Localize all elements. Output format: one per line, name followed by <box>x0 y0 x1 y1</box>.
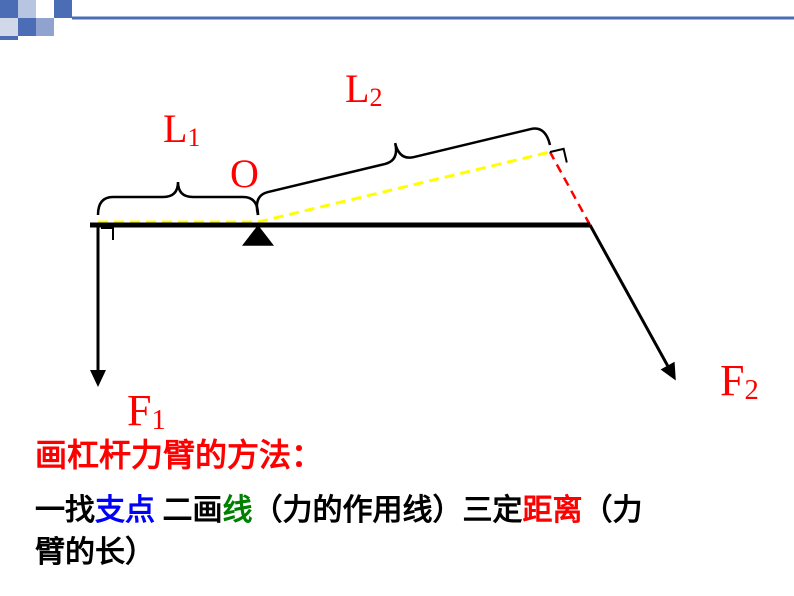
label-f2: F2 <box>720 355 759 406</box>
lever-diagram <box>30 70 770 410</box>
label-l2: L2 <box>345 65 382 112</box>
label-o: O <box>230 150 259 197</box>
method-title: 画杠杆力臂的方法： <box>35 430 323 476</box>
label-f1: F1 <box>127 385 166 436</box>
corner-decoration <box>0 0 794 40</box>
label-l1: L1 <box>163 105 200 152</box>
method-steps: 一找支点 二画线（力的作用线）三定距离（力臂的长） <box>35 490 643 574</box>
